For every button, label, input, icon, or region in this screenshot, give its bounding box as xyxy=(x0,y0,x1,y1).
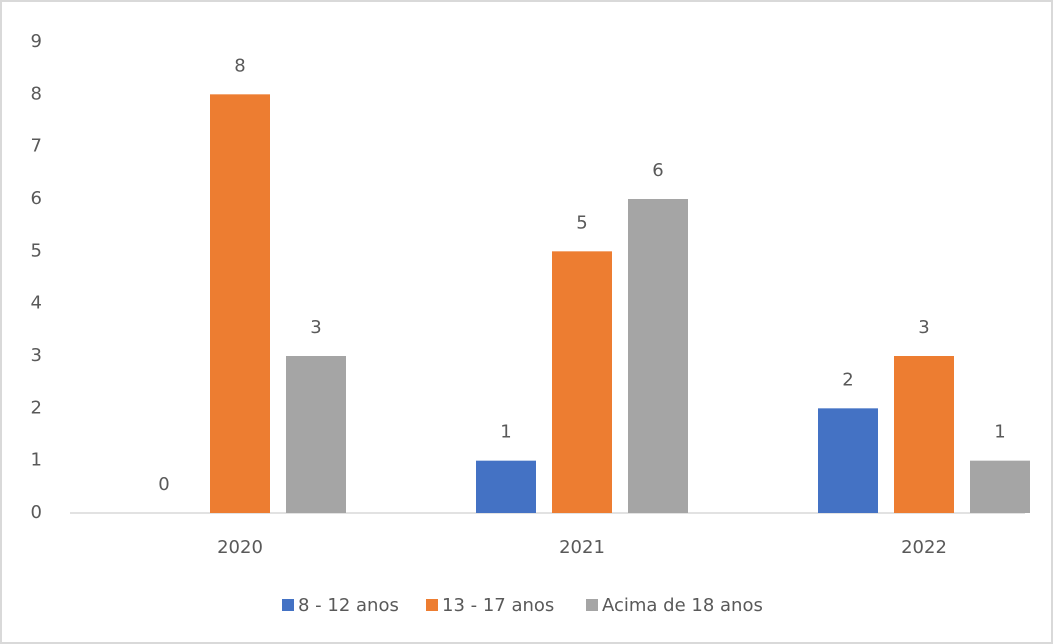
bar xyxy=(210,94,270,513)
bar xyxy=(894,356,954,513)
bar xyxy=(286,356,346,513)
chart-border xyxy=(1,1,1052,643)
page: 0 1 2 3 4 5 6 7 8 9 2020 0 8 3 2021 1 5 6 2022 2 3 1 8 - 12 an… xyxy=(0,0,1053,644)
y-tick-label: 9 xyxy=(31,31,42,52)
y-tick-label: 8 xyxy=(31,83,42,104)
legend-label: 13 - 17 anos xyxy=(442,595,554,616)
data-label: 2 xyxy=(842,369,853,390)
y-tick-label: 4 xyxy=(31,293,42,314)
x-tick-label: 2022 xyxy=(901,537,947,558)
data-label: 3 xyxy=(310,317,321,338)
data-label: 6 xyxy=(652,160,663,181)
data-label: 3 xyxy=(918,317,929,338)
y-tick-label: 3 xyxy=(31,345,42,366)
data-label: 8 xyxy=(234,55,245,76)
bar xyxy=(970,461,1030,513)
y-tick-label: 5 xyxy=(31,240,42,261)
data-label: 1 xyxy=(500,422,511,443)
x-tick-label: 2020 xyxy=(217,537,263,558)
x-tick-label: 2021 xyxy=(559,537,605,558)
y-tick-label: 1 xyxy=(31,450,42,471)
data-label: 1 xyxy=(994,422,1005,443)
legend-label: Acima de 18 anos xyxy=(602,595,763,616)
y-tick-label: 0 xyxy=(31,502,42,523)
legend-swatch xyxy=(586,599,598,611)
y-tick-label: 2 xyxy=(31,397,42,418)
bar xyxy=(476,461,536,513)
chart: 0 1 2 3 4 5 6 7 8 9 2020 0 8 3 2021 1 5 6 2022 2 3 1 8 - 12 an… xyxy=(0,0,1053,644)
bar xyxy=(628,199,688,513)
legend-swatch xyxy=(282,599,294,611)
bar xyxy=(552,251,612,513)
data-label: 5 xyxy=(576,212,587,233)
legend-swatch xyxy=(426,599,438,611)
y-tick-label: 7 xyxy=(31,136,42,157)
data-label: 0 xyxy=(158,474,169,495)
bar xyxy=(818,408,878,513)
legend-label: 8 - 12 anos xyxy=(298,595,399,616)
y-tick-label: 6 xyxy=(31,188,42,209)
